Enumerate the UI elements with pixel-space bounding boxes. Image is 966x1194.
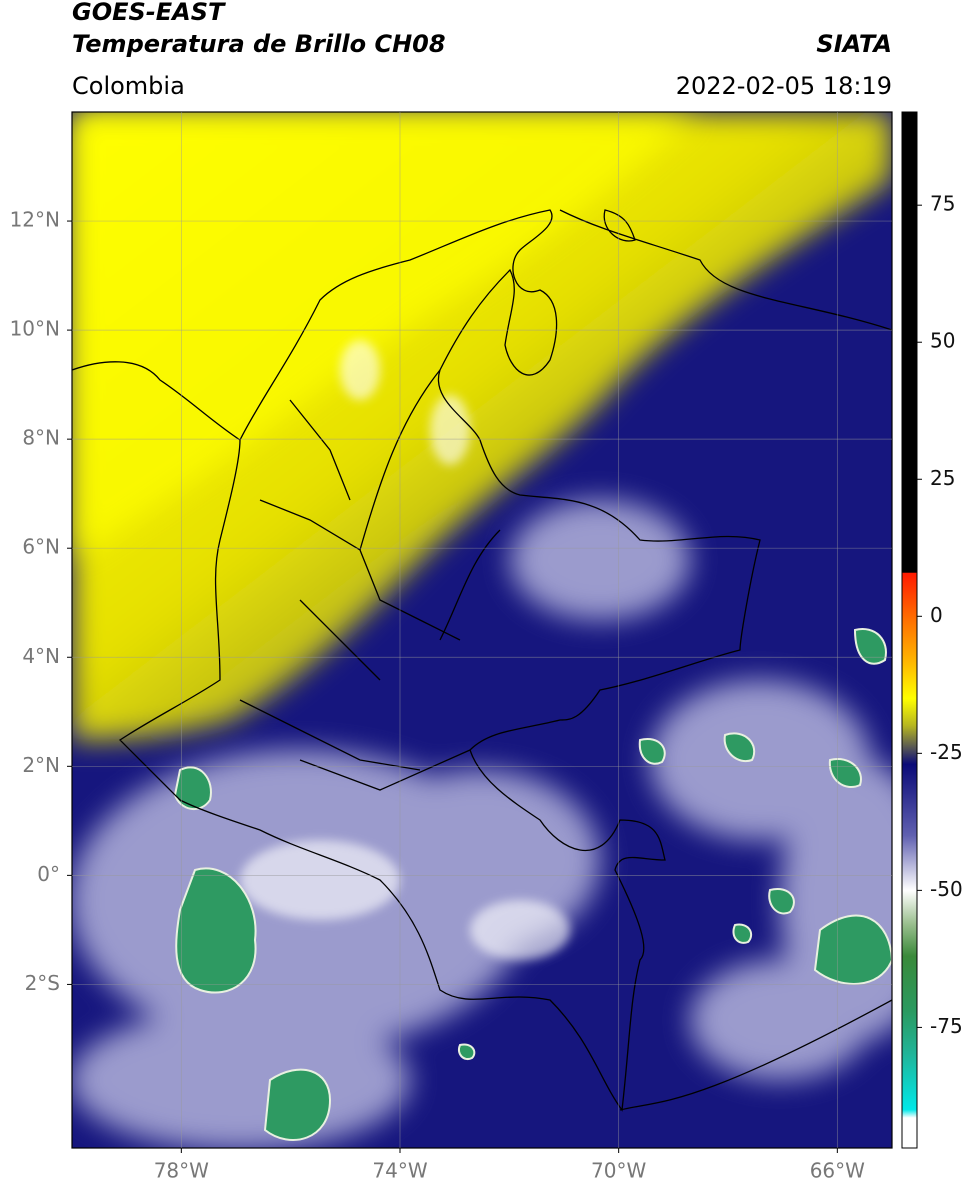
title: GOES-EAST [72,0,226,26]
colorbar-tick-label: 0 [930,603,943,627]
x-tick-label: 66°W [810,1159,865,1183]
x-tick-label: 70°W [591,1159,646,1183]
y-tick-label: 0° [37,862,60,886]
colorbar-tick-label: -25 [930,740,963,764]
colorbar-tick-label: -75 [930,1014,963,1038]
datetime: 2022-02-05 18:19 [676,72,892,100]
source: SIATA [816,30,892,58]
x-tick-label: 78°W [154,1159,209,1183]
y-tick-label: 2°S [25,971,60,995]
colorbar-tick-label: -50 [930,877,963,901]
region: Colombia [72,72,185,100]
x-tick-label: 74°W [372,1159,427,1183]
y-tick-label: 10°N [10,317,60,341]
y-tick-label: 4°N [22,644,60,668]
satellite-image [72,112,892,1148]
colorbar-tick-label: 25 [930,466,955,490]
y-tick-label: 6°N [22,535,60,559]
graticule [72,112,892,1148]
colorbar-tick-label: 75 [930,192,955,216]
colorbar-tick-label: 50 [930,329,955,353]
product: Temperatura de Brillo CH08 [72,30,446,58]
borders [72,209,892,1112]
y-tick-label: 8°N [22,426,60,450]
colorbar [901,111,918,1149]
y-tick-label: 2°N [22,753,60,777]
y-tick-label: 12°N [10,208,60,232]
map-frame [71,111,893,1149]
